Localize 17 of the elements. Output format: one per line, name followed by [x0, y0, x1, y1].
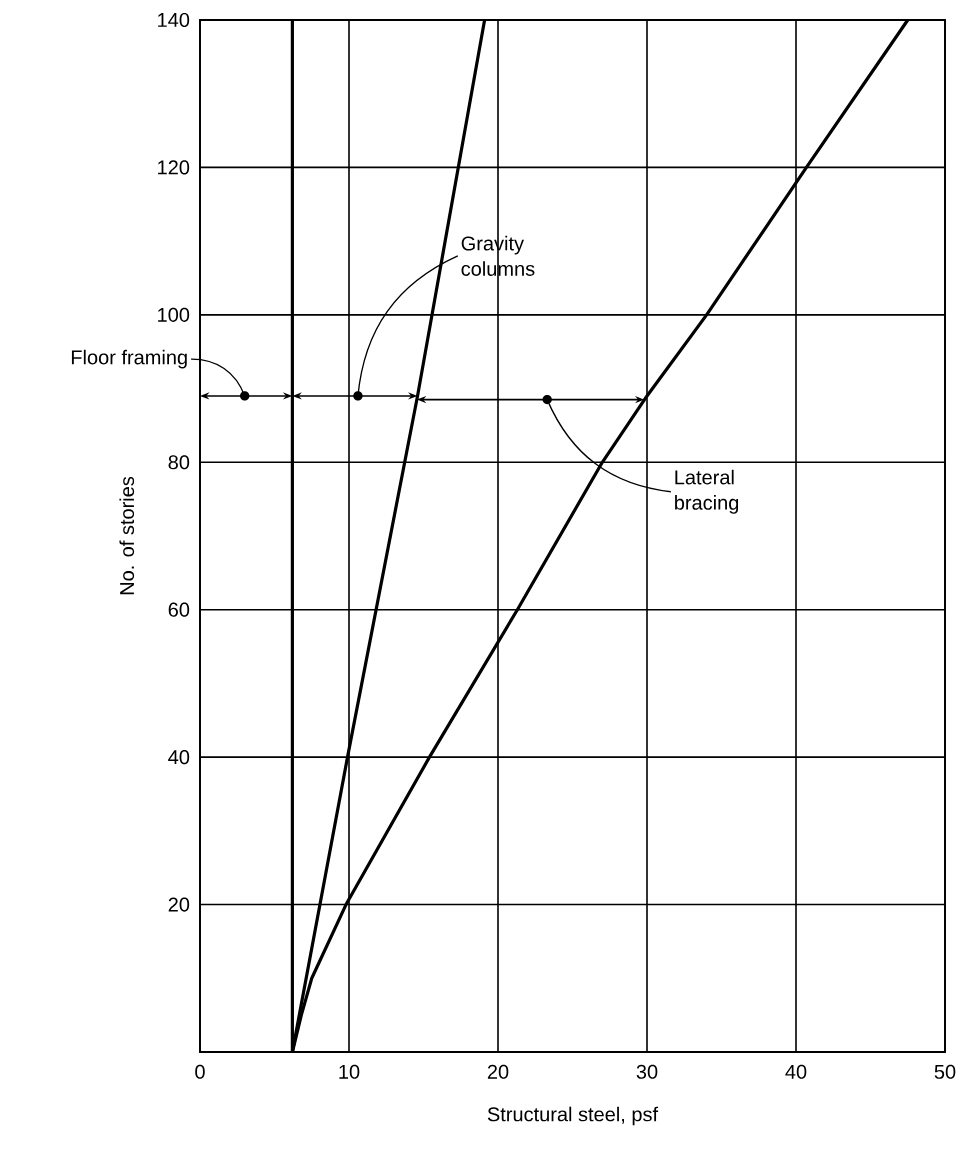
y-tick-label: 80	[168, 455, 190, 470]
x-tick-label: 40	[785, 1064, 807, 1079]
annotation: Lateral bracing	[675, 469, 739, 514]
y-tick-label: 120	[158, 160, 190, 175]
y-tick-label: 100	[158, 307, 190, 322]
x-tick-label: 0	[195, 1064, 205, 1079]
y-axis-title: No. of stories	[119, 476, 135, 595]
x-tick-label: 10	[339, 1064, 360, 1079]
y-tick-label: 140	[158, 12, 190, 28]
x-axis-title: Structural steel, psf	[487, 1106, 659, 1126]
y-tick-label: 20	[168, 897, 190, 912]
x-tick-label: 30	[636, 1064, 658, 1079]
y-tick-label: 40	[168, 750, 190, 765]
y-tick-label: 60	[168, 602, 190, 617]
x-tick-label: 20	[487, 1064, 509, 1079]
x-tick-label: 50	[934, 1064, 956, 1079]
annotation: Floor framing	[71, 349, 187, 369]
